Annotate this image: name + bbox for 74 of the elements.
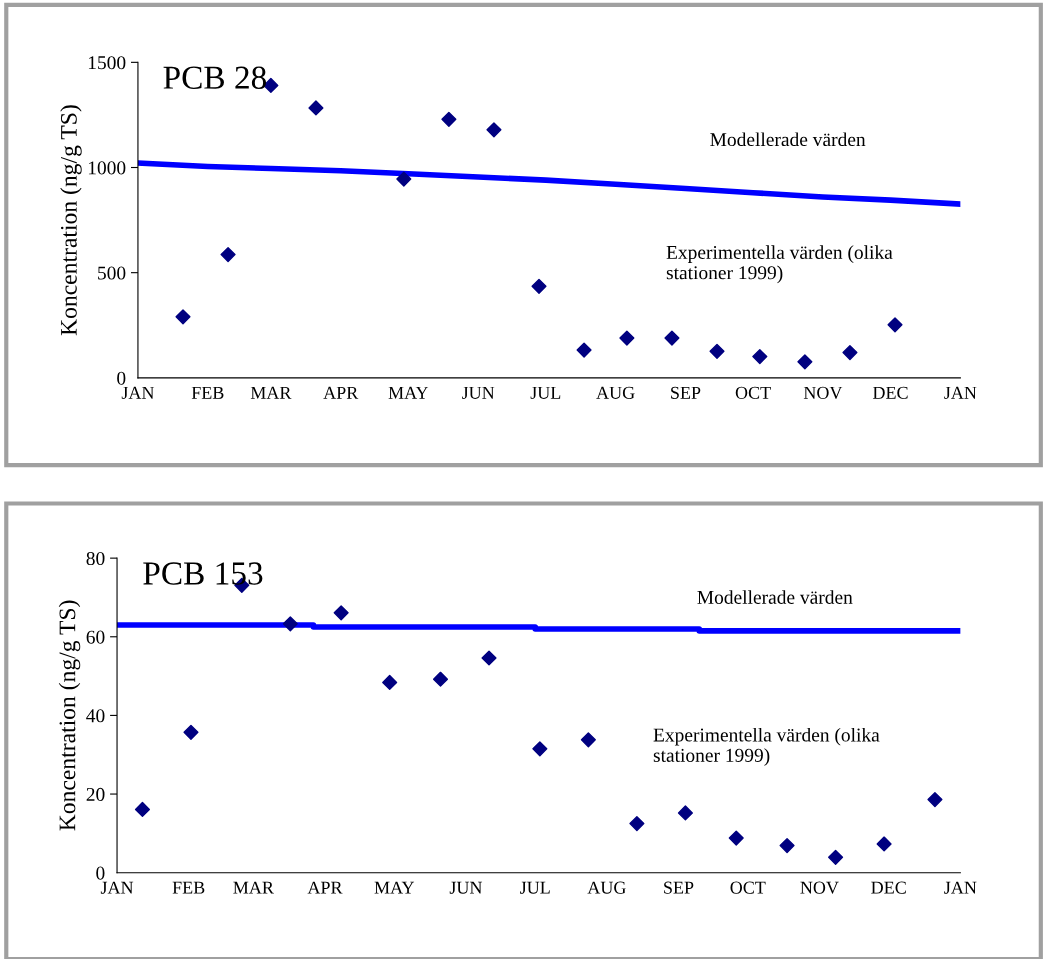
point [175, 309, 191, 325]
y-tick-label: 0 [96, 866, 105, 880]
y-tick-label: 60 [86, 630, 105, 644]
x-tick-label: JUL [530, 386, 561, 399]
point [842, 345, 858, 361]
x-tick-label: MAR [233, 881, 274, 894]
point [779, 837, 795, 854]
point [481, 650, 497, 666]
point [282, 616, 298, 632]
point [220, 247, 236, 263]
y-tick-label: 1500 [88, 56, 126, 70]
y-axis-title: Koncentration (ng/g TS) [60, 105, 82, 336]
point [183, 724, 199, 740]
chart-title: PCB 153 [143, 562, 263, 585]
x-tick-label: JUL [520, 881, 550, 894]
point [752, 349, 768, 365]
x-tick-label: NOV [803, 386, 843, 399]
point [134, 801, 151, 817]
point [677, 805, 693, 821]
point [728, 830, 744, 846]
point [629, 815, 645, 832]
point [876, 836, 892, 852]
x-tick-label: NOV [800, 881, 839, 894]
x-tick-label: OCT [730, 881, 766, 894]
annotation: Modellerade värden [710, 132, 866, 147]
y-tick-label: 20 [86, 787, 105, 801]
x-tick-label: JAN [100, 881, 134, 894]
annotation: Experimentella värden (olika stationer 1999) [653, 727, 880, 766]
x-tick-label: AUG [587, 881, 626, 894]
x-tick-label: FEB [191, 386, 224, 399]
x-tick-label: JUN [449, 881, 483, 894]
y-tick-label: 40 [86, 709, 105, 723]
x-tick-label: MAR [250, 386, 292, 399]
y-tick-label: 80 [86, 551, 105, 566]
point [576, 342, 592, 358]
point [382, 674, 398, 690]
point [532, 741, 548, 757]
point [396, 171, 412, 187]
point [797, 354, 813, 370]
x-tick-label: APR [307, 881, 343, 894]
y-tick-label: 0 [117, 371, 126, 385]
x-tick-label: SEP [671, 386, 701, 399]
y-axis-title: Koncentration (ng/g TS) [58, 600, 81, 831]
x-tick-label: APR [323, 386, 359, 399]
point [308, 100, 324, 116]
y-tick-label: 500 [98, 266, 126, 280]
point [580, 732, 596, 748]
chart-title: PCB 28 [163, 66, 267, 89]
x-tick-label: AUG [596, 386, 635, 399]
x-tick-label: JUN [462, 386, 495, 399]
x-tick-label: SEP [664, 881, 694, 894]
point [432, 671, 449, 687]
point [486, 122, 502, 138]
x-tick-label: OCT [735, 386, 771, 399]
point [709, 343, 725, 359]
x-tick-label: DEC [872, 386, 908, 399]
x-tick-label: JAN [944, 386, 977, 399]
point [828, 849, 844, 865]
point [927, 791, 943, 808]
annotation: Modellerade värden [697, 590, 853, 604]
point [531, 278, 547, 294]
x-tick-label: MAY [388, 386, 429, 399]
annotation: Experimentella värden (olika stationer 1999) [666, 245, 893, 284]
point [619, 330, 635, 346]
point [664, 330, 680, 346]
point [441, 111, 457, 127]
point [887, 317, 903, 333]
point [333, 605, 349, 621]
x-tick-label: JAN [944, 881, 977, 894]
x-tick-label: DEC [871, 881, 906, 894]
x-tick-label: JAN [121, 386, 155, 399]
y-tick-label: 1000 [88, 161, 126, 175]
x-tick-label: MAY [374, 881, 415, 894]
x-tick-label: FEB [172, 881, 205, 894]
